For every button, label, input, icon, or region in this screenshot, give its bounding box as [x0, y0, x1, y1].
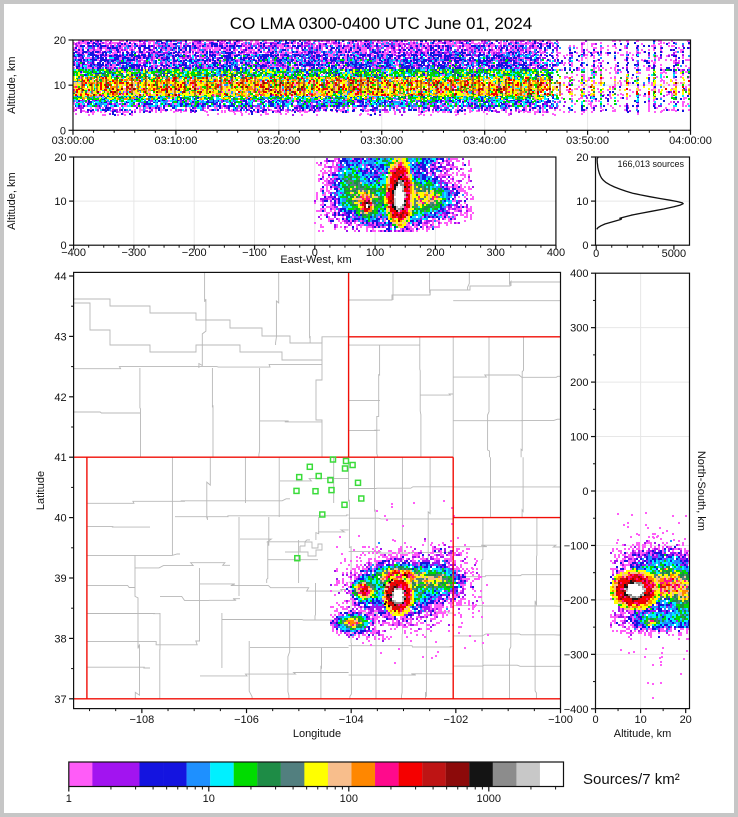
svg-text:0: 0 [60, 125, 66, 137]
svg-text:10: 10 [634, 714, 646, 726]
svg-text:03:30:00: 03:30:00 [360, 135, 403, 147]
svg-text:−106: −106 [234, 714, 259, 726]
svg-text:300: 300 [487, 247, 505, 259]
svg-text:20: 20 [54, 152, 66, 164]
svg-text:−102: −102 [443, 714, 468, 726]
svg-text:−100: −100 [564, 540, 589, 552]
svg-text:44: 44 [54, 271, 66, 283]
svg-text:20: 20 [680, 714, 692, 726]
svg-text:Altitude, km: Altitude, km [6, 172, 18, 229]
svg-text:Sources/7 km²: Sources/7 km² [583, 771, 680, 788]
svg-text:400: 400 [570, 268, 588, 280]
svg-text:03:50:00: 03:50:00 [566, 135, 609, 147]
svg-text:−400: −400 [564, 704, 589, 716]
svg-text:03:20:00: 03:20:00 [257, 135, 300, 147]
svg-text:−100: −100 [242, 247, 267, 259]
svg-text:0: 0 [592, 714, 598, 726]
svg-text:39: 39 [54, 573, 66, 585]
svg-text:41: 41 [54, 452, 66, 464]
svg-text:20: 20 [54, 35, 66, 47]
svg-text:0: 0 [60, 240, 66, 252]
svg-text:North-South, km: North-South, km [695, 451, 707, 531]
svg-text:43: 43 [54, 331, 66, 343]
svg-text:0: 0 [582, 486, 588, 498]
svg-text:−200: −200 [564, 595, 589, 607]
svg-text:38: 38 [54, 633, 66, 645]
svg-text:1000: 1000 [477, 793, 501, 805]
svg-text:20: 20 [576, 152, 588, 164]
svg-text:−104: −104 [339, 714, 364, 726]
svg-text:East-West, km: East-West, km [280, 254, 351, 266]
svg-text:1: 1 [66, 793, 72, 805]
svg-text:−100: −100 [548, 714, 573, 726]
svg-text:0: 0 [593, 248, 599, 260]
svg-text:100: 100 [570, 432, 588, 444]
svg-text:03:40:00: 03:40:00 [463, 135, 506, 147]
svg-text:37: 37 [54, 694, 66, 706]
svg-text:42: 42 [54, 392, 66, 404]
svg-text:03:10:00: 03:10:00 [155, 135, 198, 147]
svg-text:300: 300 [570, 323, 588, 335]
svg-text:166,013 sources: 166,013 sources [617, 159, 684, 169]
svg-text:0: 0 [582, 240, 588, 252]
svg-text:100: 100 [366, 247, 384, 259]
svg-text:−108: −108 [129, 714, 154, 726]
svg-text:10: 10 [54, 80, 66, 92]
svg-text:40: 40 [54, 513, 66, 525]
svg-text:100: 100 [340, 793, 358, 805]
svg-text:Latitude: Latitude [35, 471, 47, 510]
svg-text:04:00:00: 04:00:00 [669, 135, 712, 147]
svg-text:−300: −300 [122, 247, 147, 259]
svg-text:−200: −200 [182, 247, 207, 259]
svg-text:Altitude, km: Altitude, km [6, 56, 18, 113]
svg-text:−400: −400 [61, 247, 86, 259]
svg-text:Altitude, km: Altitude, km [614, 728, 671, 740]
svg-text:200: 200 [426, 247, 444, 259]
svg-text:5000: 5000 [662, 248, 686, 260]
svg-text:10: 10 [54, 196, 66, 208]
svg-text:10: 10 [203, 793, 215, 805]
svg-text:200: 200 [570, 377, 588, 389]
svg-text:03:00:00: 03:00:00 [52, 135, 95, 147]
svg-text:0: 0 [312, 247, 318, 259]
svg-text:CO LMA 0300-0400 UTC June 01,: CO LMA 0300-0400 UTC June 01, 2024 [230, 14, 532, 33]
svg-text:400: 400 [547, 247, 565, 259]
svg-text:Longitude: Longitude [293, 728, 341, 740]
svg-text:10: 10 [576, 196, 588, 208]
svg-text:−300: −300 [564, 649, 589, 661]
